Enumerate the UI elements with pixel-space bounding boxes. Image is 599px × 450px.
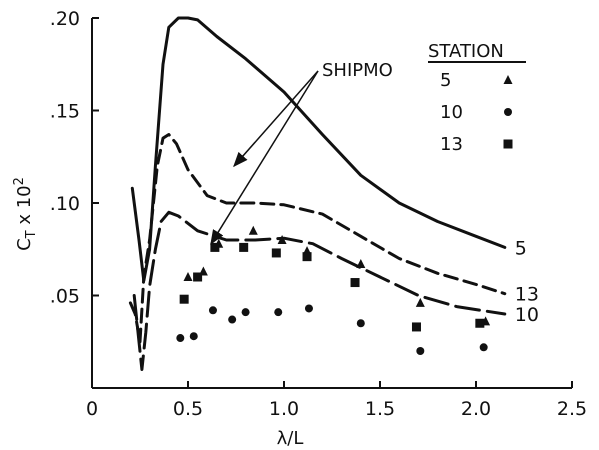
x-tick-label-0: 0 xyxy=(86,398,98,420)
y-tick-label-1: .10 xyxy=(50,193,80,215)
annotation-arrow-0 xyxy=(233,70,319,168)
point-station-13-8 xyxy=(475,318,485,328)
point-station-10-0 xyxy=(176,334,185,343)
curve-label-5: 5 xyxy=(515,237,527,259)
legend-entry-5: 5 xyxy=(440,70,451,91)
y-tick-label-3: .20 xyxy=(50,8,80,30)
y-axis-label: CT x 102 xyxy=(12,177,39,251)
point-station-10-2 xyxy=(208,306,217,315)
point-station-13-6 xyxy=(350,278,360,288)
point-station-5-3 xyxy=(248,225,258,235)
legend-marker-5 xyxy=(503,75,513,84)
curve-station-13 xyxy=(128,133,507,344)
annotation-label: SHIPMO xyxy=(322,60,393,81)
point-station-13-4 xyxy=(271,248,281,258)
point-station-13-5 xyxy=(302,252,312,262)
series-markers xyxy=(176,225,491,355)
point-station-13-7 xyxy=(411,322,421,332)
y-axis-label-subscript: T xyxy=(24,230,39,239)
legend-title: STATION xyxy=(428,41,504,62)
point-station-13-2 xyxy=(210,242,220,252)
point-station-10-4 xyxy=(241,308,250,317)
point-station-13-1 xyxy=(193,272,203,282)
legend-marker-10 xyxy=(504,108,512,116)
legend-entry-10: 10 xyxy=(440,102,463,123)
y-tick-label-0: .05 xyxy=(50,286,80,308)
curve-station-10 xyxy=(132,210,507,371)
point-station-13-0 xyxy=(179,294,189,304)
legend-marker-13 xyxy=(503,139,513,149)
point-station-5-7 xyxy=(415,297,425,307)
x-axis-label: λ/L xyxy=(277,428,304,449)
y-axis-label-main: C xyxy=(14,238,35,251)
y-tick-label-2: .15 xyxy=(50,101,80,123)
x-tick-label-5: 2.5 xyxy=(557,398,587,420)
y-axis-label-superscript: 2 xyxy=(12,177,27,185)
point-station-10-3 xyxy=(228,315,237,324)
y-axis-label-suffix: x 10 xyxy=(14,185,35,230)
point-station-10-7 xyxy=(356,319,365,328)
point-station-10-5 xyxy=(274,308,283,317)
series-curves xyxy=(128,16,507,371)
point-station-10-1 xyxy=(189,332,198,341)
x-tick-label-2: 1.0 xyxy=(269,398,299,420)
ticks: 0 0.5 1.0 1.5 2.0 2.5 .05 .10 .15 .20 xyxy=(50,8,587,420)
annotation-arrow-1 xyxy=(210,70,319,245)
point-station-10-9 xyxy=(479,343,488,352)
point-station-5-4 xyxy=(277,235,287,244)
curve-label-13: 13 xyxy=(515,284,539,306)
shipmo-annotation: SHIPMO xyxy=(210,60,393,245)
x-tick-label-4: 2.0 xyxy=(461,398,491,420)
curve-label-10: 10 xyxy=(515,304,539,326)
legend: STATION 5 10 13 xyxy=(428,41,526,155)
point-station-10-8 xyxy=(416,347,425,355)
point-station-13-3 xyxy=(239,242,249,252)
point-station-5-6 xyxy=(356,259,366,269)
curve-station-5 xyxy=(130,16,507,283)
x-tick-label-3: 1.5 xyxy=(365,398,395,420)
point-station-5-0 xyxy=(183,272,193,281)
x-tick-label-1: 0.5 xyxy=(173,398,203,420)
point-station-10-6 xyxy=(304,304,313,313)
legend-entry-13: 13 xyxy=(440,134,463,155)
